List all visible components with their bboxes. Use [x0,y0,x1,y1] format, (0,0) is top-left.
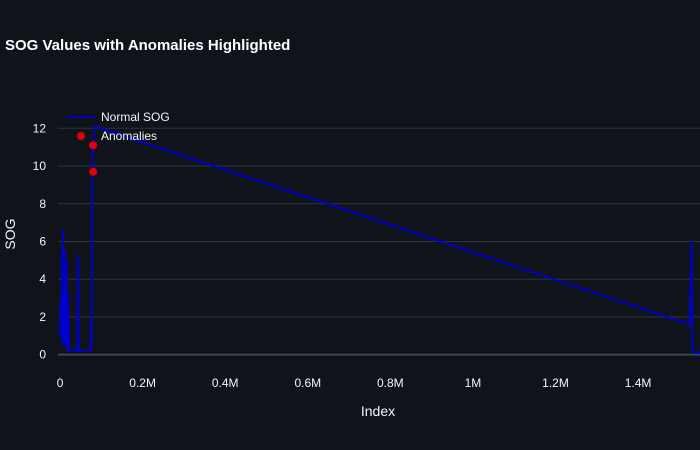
anomaly-point[interactable] [89,141,98,150]
x-tick-label: 0.6M [294,376,321,390]
anomaly-point[interactable] [89,167,98,176]
x-axis-title: Index [361,403,395,419]
legend-marker-swatch [77,132,85,140]
y-tick-label: 12 [33,121,47,135]
x-tick-label: 0.8M [377,376,404,390]
y-tick-label: 2 [39,310,46,324]
x-tick-label: 1.2M [542,376,569,390]
legend-label-normal-sog[interactable]: Normal SOG [101,110,170,124]
chart-title: SOG Values with Anomalies Highlighted [5,37,290,54]
y-axis-ticks: 0 2 4 6 8 10 12 [33,121,47,361]
y-tick-label: 10 [33,159,47,173]
y-tick-label: 4 [39,272,46,286]
plot-area [59,125,700,354]
y-axis-title: SOG [2,218,18,249]
x-tick-label: 0 [57,376,64,390]
x-tick-label: 0.2M [129,376,156,390]
x-axis-ticks: 0 0.2M 0.4M 0.6M 0.8M 1M 1.2M 1.4M [57,376,652,390]
y-tick-label: 8 [39,197,46,211]
x-tick-label: 0.4M [212,376,239,390]
legend-label-anomalies[interactable]: Anomalies [101,129,157,143]
x-tick-label: 1M [465,376,482,390]
y-tick-label: 0 [39,348,46,362]
series-line-normal-sog [59,125,700,354]
x-tick-label: 1.4M [625,376,652,390]
grid-lines [58,127,700,356]
legend[interactable]: Normal SOG Anomalies [67,110,170,143]
y-tick-label: 6 [39,234,46,248]
